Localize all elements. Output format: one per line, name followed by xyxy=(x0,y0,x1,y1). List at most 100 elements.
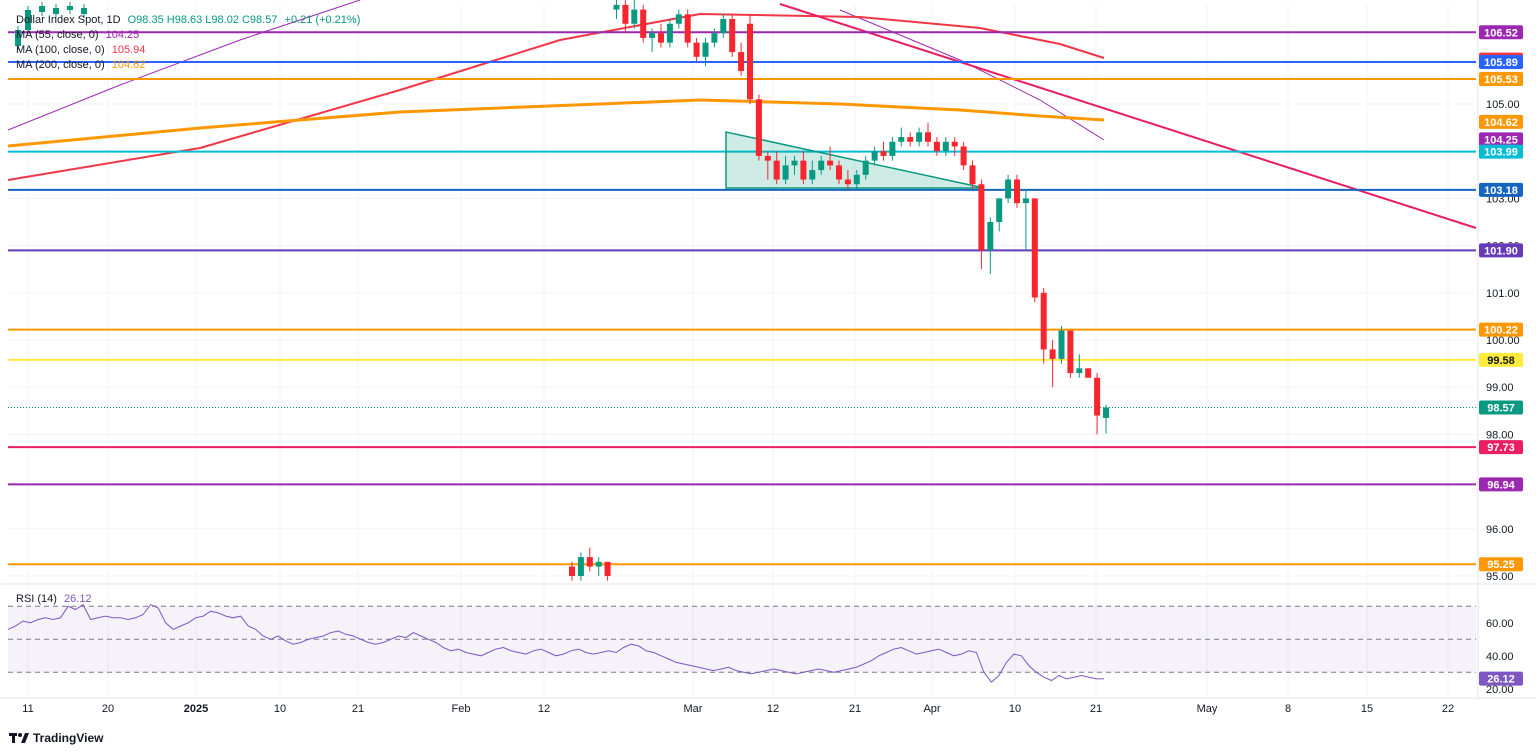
price-tick-label: 101.00 xyxy=(1486,288,1520,300)
time-tick-label: 12 xyxy=(767,703,779,715)
ma200-legend[interactable]: MA (200, close, 0) 104.62 xyxy=(16,58,360,73)
change-value: +0.21 (+0.21%) xyxy=(284,14,361,26)
price-tick-label: 96.00 xyxy=(1486,524,1514,536)
candle-body xyxy=(738,52,745,71)
time-tick-label: 10 xyxy=(274,703,286,715)
time-tick-label: 12 xyxy=(538,703,550,715)
time-tick-label: 21 xyxy=(1090,703,1102,715)
candle-body xyxy=(960,146,967,166)
candle-body xyxy=(684,14,691,43)
rsi-value: 26.12 xyxy=(64,593,92,605)
level-105-53-value: 105.53 xyxy=(1484,74,1518,86)
candle-body xyxy=(871,151,878,161)
candle-body xyxy=(15,30,21,46)
level-104-62-badge xyxy=(1479,114,1523,129)
candle-body xyxy=(1022,198,1029,204)
candle-body xyxy=(898,137,905,142)
candle-body xyxy=(978,184,985,251)
candle-body xyxy=(711,33,718,43)
candle-body xyxy=(987,222,994,251)
candle-body xyxy=(773,160,780,180)
time-tick-label: Mar xyxy=(684,703,703,715)
rsi-tick-label: 20.00 xyxy=(1486,684,1514,696)
tradingview-brand: TradingView xyxy=(33,731,104,745)
candle-body xyxy=(1031,198,1038,298)
candle-body xyxy=(755,99,762,156)
candle-body xyxy=(942,141,949,152)
candle-body xyxy=(53,8,59,14)
candle-body xyxy=(720,19,727,34)
rsi-tick-label: 60.00 xyxy=(1486,618,1514,630)
downtrend-line xyxy=(779,3,1477,229)
ma100-value: 105.94 xyxy=(111,44,146,56)
level-99-58-value: 99.58 xyxy=(1487,355,1515,367)
price-tick-label: 99.00 xyxy=(1486,382,1514,394)
ma100-line xyxy=(7,12,1105,181)
candle-body xyxy=(1076,368,1083,374)
candle-body xyxy=(622,4,629,24)
candle-body xyxy=(836,165,842,180)
candle-body xyxy=(1094,377,1101,416)
candle-body xyxy=(658,33,664,43)
tradingview-logo-icon xyxy=(9,733,29,743)
rsi-value-badge-text: 26.12 xyxy=(1487,674,1515,686)
time-tick-label: 10 xyxy=(1009,703,1021,715)
time-tick-label: 2025 xyxy=(184,703,208,715)
ma55-label: MA (55, close, 0) xyxy=(16,29,99,41)
level-105-53-badge xyxy=(1479,71,1523,86)
ma100-label: MA (100, close, 0) xyxy=(16,44,105,56)
candle-body xyxy=(675,14,682,24)
time-tick-label: 20 xyxy=(102,703,114,715)
time-tick-label: 21 xyxy=(352,703,364,715)
candle-body xyxy=(640,9,647,38)
candle-body xyxy=(1040,292,1047,350)
rsi-legend[interactable]: RSI (14) 26.12 xyxy=(16,592,92,607)
candle-body xyxy=(862,160,869,175)
candle-body xyxy=(577,557,584,576)
candle-body xyxy=(800,160,807,180)
ma55-line-recent xyxy=(839,9,1105,141)
time-tick-label: 11 xyxy=(22,703,33,715)
candle-body xyxy=(791,160,798,166)
candle-body xyxy=(844,179,851,185)
price-tick-label: 95.00 xyxy=(1486,571,1514,583)
candle-body xyxy=(1103,407,1109,418)
candle-body xyxy=(702,42,709,57)
candle-body xyxy=(889,141,896,156)
level-106-52-badge xyxy=(1479,25,1523,40)
rsi-line xyxy=(7,603,1105,683)
ma200-label: MA (200, close, 0) xyxy=(16,59,105,71)
triangle-pattern xyxy=(725,131,985,189)
candle-body xyxy=(586,557,593,567)
candle-body xyxy=(631,9,638,24)
candle-body xyxy=(595,561,602,567)
tradingview-logo[interactable]: TradingView xyxy=(9,731,103,745)
ohlc-values: O98.35 H98.63 L98.02 C98.57 xyxy=(127,14,278,26)
level-95-25-badge xyxy=(1479,557,1523,572)
level-101-90-badge xyxy=(1479,243,1523,258)
candle-body xyxy=(67,6,73,10)
candle-body xyxy=(996,198,1003,222)
candle-body xyxy=(693,42,700,57)
level-98-57-badge xyxy=(1479,400,1523,415)
candle-body xyxy=(25,10,31,30)
time-tick-label: 22 xyxy=(1442,703,1454,715)
candle-body xyxy=(1058,330,1065,359)
level-99-58-badge xyxy=(1479,352,1523,367)
candle-body xyxy=(969,165,976,185)
candle-body xyxy=(1049,349,1056,359)
candle-body xyxy=(1014,179,1020,204)
price-tick-label: 100.00 xyxy=(1486,335,1520,347)
candle-body xyxy=(1005,179,1012,199)
price-tick-label: 105.00 xyxy=(1486,99,1520,111)
level-100-22-badge xyxy=(1479,322,1523,337)
candle-body xyxy=(649,33,656,38)
level-103-99-value: 103.99 xyxy=(1484,147,1518,159)
level-95-25-value: 95.25 xyxy=(1487,559,1515,571)
candle-body xyxy=(951,141,958,147)
ma55-legend[interactable]: MA (55, close, 0) 104.25 xyxy=(16,28,360,43)
time-tick-label: May xyxy=(1197,703,1218,715)
ma100-legend[interactable]: MA (100, close, 0) 105.94 xyxy=(16,43,360,58)
level-103-99-badge xyxy=(1479,144,1523,159)
